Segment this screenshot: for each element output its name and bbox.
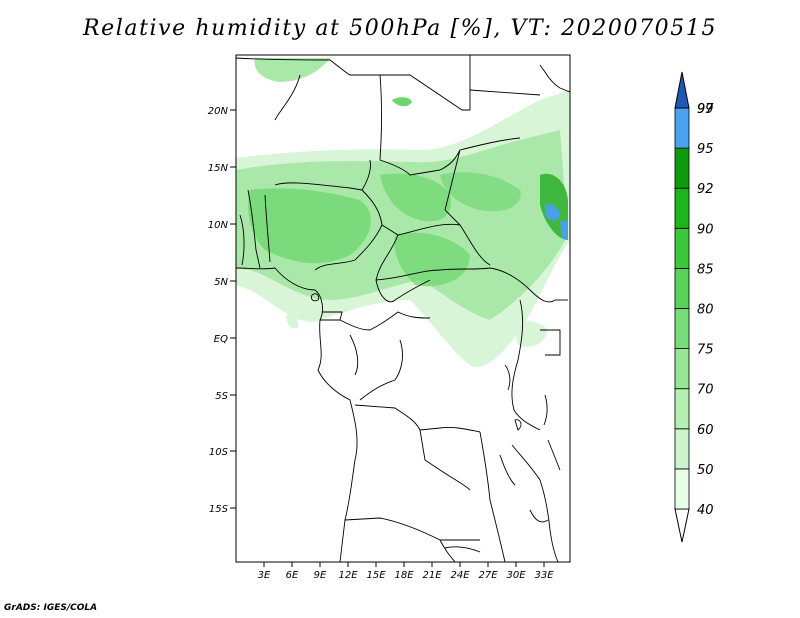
border-line [514, 419, 522, 431]
colorbar-segment [674, 308, 690, 349]
lon-tick-label: 21E [422, 570, 442, 581]
lat-tick-label: EQ [214, 334, 228, 345]
colorbar-label: 70 [697, 383, 714, 398]
colorbar-segment [674, 227, 690, 269]
lon-tick-label: 9E [314, 570, 327, 581]
colorbar-segment [674, 388, 690, 430]
border-line [479, 431, 506, 563]
border-line [311, 293, 319, 302]
colorbar-top-arrow [674, 71, 690, 109]
border-line [511, 444, 559, 563]
lon-tick-label: 3E [258, 570, 271, 581]
lon-tick-label: 18E [394, 570, 414, 581]
border-line [540, 329, 561, 356]
colorbar-label: 80 [697, 303, 714, 318]
lon-tick-label: 15E [366, 570, 386, 581]
colorbar-segment [674, 428, 690, 470]
border-line [489, 267, 556, 303]
colorbar-label: 92 [697, 182, 714, 197]
border-line [543, 394, 548, 426]
lon-tick-label: 33E [534, 570, 554, 581]
border-line [344, 517, 480, 541]
border-line [274, 74, 301, 121]
lat-tick-label: 20N [208, 106, 229, 117]
lon-tick-label: 24E [450, 570, 470, 581]
humidity-band-light [286, 314, 299, 329]
lat-tick-label: 5N [214, 277, 228, 288]
colorbar-label: 50 [697, 463, 714, 478]
colorbar-segment [674, 468, 690, 510]
border-line [444, 546, 481, 553]
colorbar-label: 95 [697, 142, 714, 157]
border-line [354, 404, 481, 433]
colorbar-segment [674, 107, 690, 149]
humidity-shading [236, 58, 570, 367]
border-line [235, 267, 358, 563]
lat-tick-label: 10S [209, 447, 229, 458]
humidity-patch-strong [392, 97, 412, 107]
lon-tick-label: 27E [478, 570, 498, 581]
lat-tick-label: 5S [215, 391, 228, 402]
border-line [380, 55, 471, 111]
humidity-patch-very-high [545, 204, 560, 221]
colorbar-segment [674, 147, 690, 189]
border-line [394, 279, 431, 301]
border-line [439, 539, 456, 563]
colorbar-segment [674, 348, 690, 390]
border-line [349, 334, 359, 376]
border-line [239, 214, 245, 266]
border-line [499, 454, 516, 486]
colorbar-segment [674, 187, 690, 229]
border-line [539, 64, 571, 93]
lat-tick-label: 15S [209, 504, 229, 515]
colorbar-segment [674, 267, 690, 309]
lat-tick-label: 10N [208, 220, 229, 231]
longitude-axis: 3E 6E 9E 12E 15E 18E 21E 24E 27E 30E 33E [258, 562, 554, 581]
colorbar-bottom-arrow [674, 508, 690, 543]
humidity-patch-strong [440, 172, 521, 212]
lon-tick-label: 30E [506, 570, 526, 581]
border-line [274, 159, 371, 191]
border-line [419, 429, 471, 491]
lon-tick-label: 6E [286, 570, 299, 581]
border-line [511, 299, 541, 431]
border-line [469, 89, 541, 96]
humidity-patch-strong [394, 232, 470, 287]
humidity-band-light [512, 320, 548, 347]
colorbar-label: 90 [697, 222, 714, 237]
border-line [444, 149, 461, 226]
humidity-patch-medium [254, 58, 330, 82]
lon-tick-label: 12E [338, 570, 358, 581]
border-line [264, 194, 271, 263]
lat-tick-label: 15N [208, 163, 229, 174]
border-line [320, 311, 343, 321]
humidity-patch-strong [248, 188, 371, 264]
border-line [547, 439, 561, 471]
latitude-axis: 20N 15N 10N 5N EQ 5S 10S 15S [208, 106, 236, 515]
colorbar-label: 99 [697, 102, 714, 117]
colorbar-label: 85 [697, 262, 714, 277]
country-borders [235, 55, 571, 563]
border-line [529, 509, 549, 523]
border-line [504, 364, 511, 391]
colorbar-label: 60 [697, 423, 714, 438]
border-line [375, 267, 491, 281]
border-line [339, 311, 431, 331]
colorbar-label: 40 [697, 503, 714, 518]
humidity-patch-strong [380, 173, 451, 222]
footer-credit: GrADS: IGES/COLA [4, 603, 98, 613]
map-frame [235, 54, 571, 563]
chart-title: Relative humidity at 500hPa [%], VT: 202… [82, 16, 718, 41]
colorbar-label: 97 [697, 102, 714, 117]
border-line [314, 189, 383, 271]
border-line [247, 189, 261, 269]
border-line [359, 339, 403, 401]
colorbar-label: 75 [697, 343, 714, 358]
humidity-patch-very-high [560, 220, 568, 240]
